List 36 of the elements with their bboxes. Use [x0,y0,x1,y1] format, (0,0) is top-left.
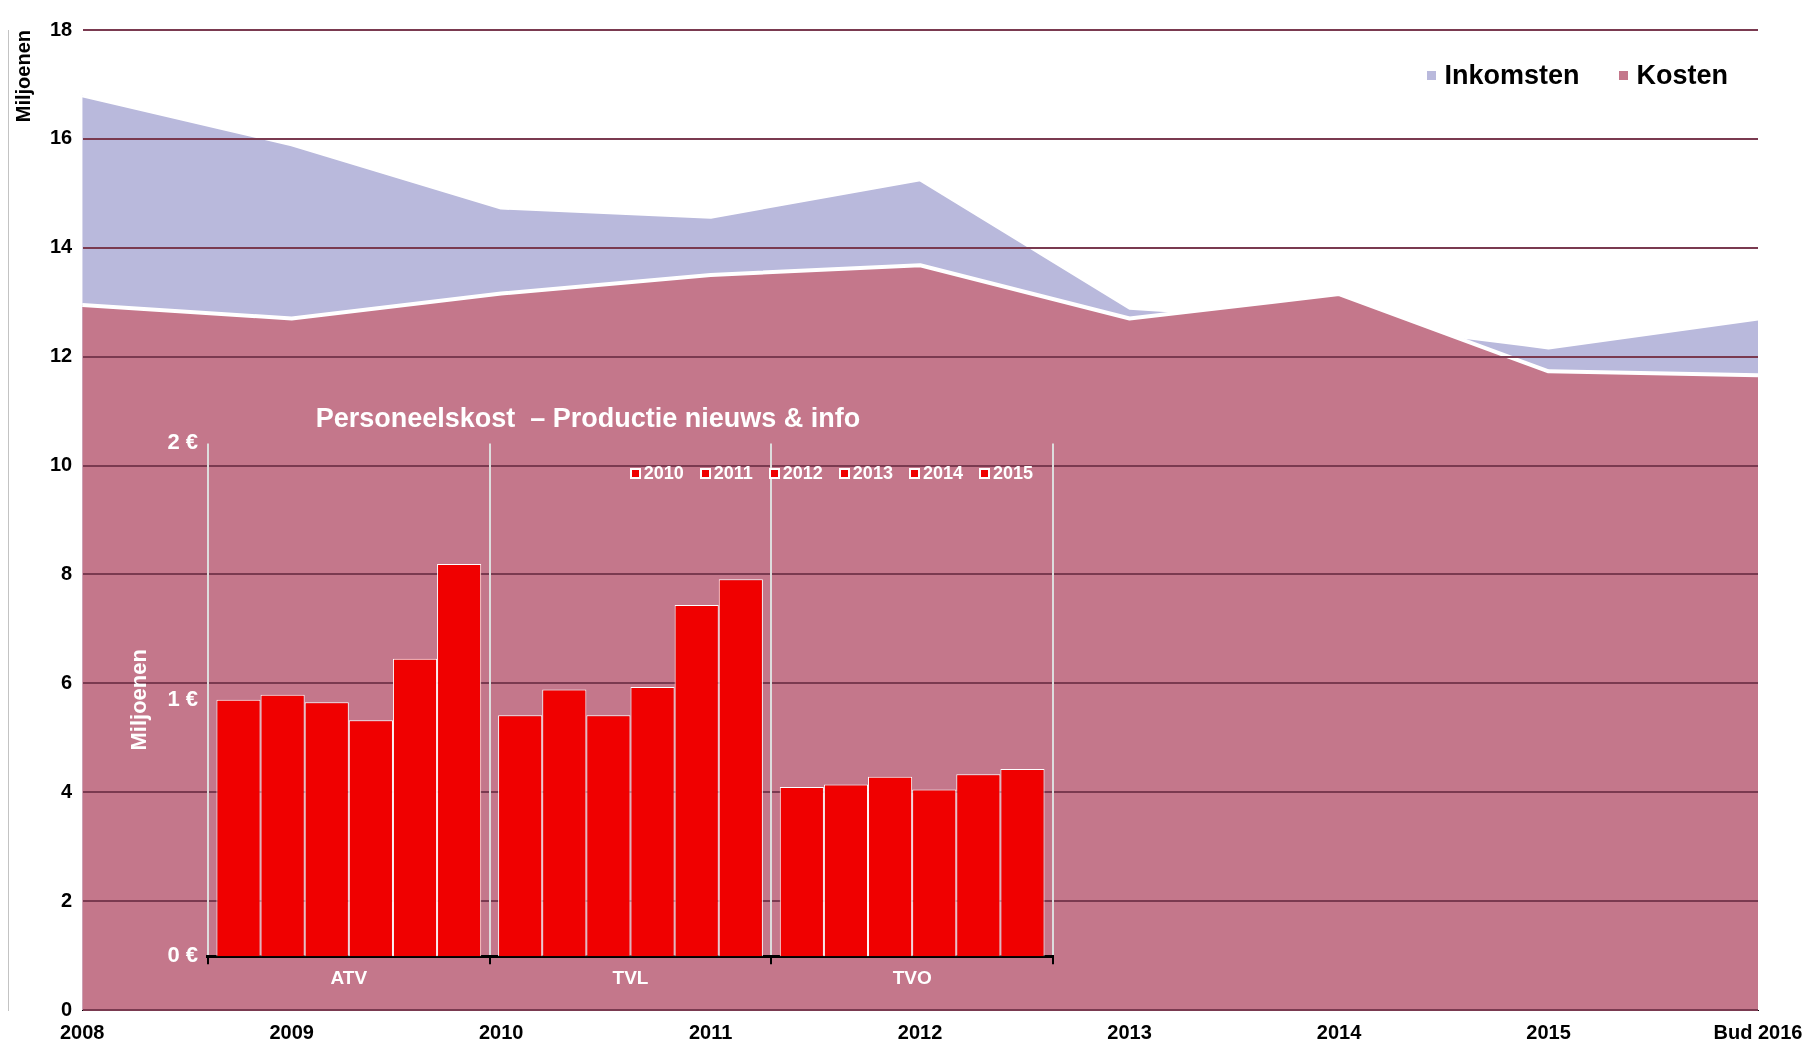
x-tick-label: Bud 2016 [1713,1020,1803,1043]
y-tick-label: 0 [61,997,73,1020]
legend-label: Kosten [1636,60,1728,91]
legend-label: 2015 [992,463,1033,485]
x-tick-label: 2012 [897,1020,943,1043]
y-tick-label: 4 [61,779,74,802]
x-tick-label: TVL [612,966,649,988]
y-tick-label: 2 [61,888,73,911]
legend-label: 2010 [643,463,684,485]
x-tick-label: 2015 [1526,1020,1571,1043]
y-axis-title: Miljoenen [11,30,34,123]
legend-label: 2013 [852,463,893,485]
y-tick-label: 1 € [167,685,198,711]
legend-label: 2014 [922,463,963,485]
x-tick-label: 2010 [478,1020,524,1043]
x-tick-label: 2011 [688,1020,733,1043]
y-tick-label: 12 [50,344,73,367]
y-tick-label: 0 € [167,942,198,968]
x-tick-label: 2008 [60,1020,105,1043]
x-tick-label: 2014 [1316,1020,1363,1043]
y-tick-label: 2 € [167,429,198,455]
legend-label: 2012 [782,463,823,485]
x-tick-label: TVO [892,966,932,988]
y-tick-label: 10 [50,453,73,476]
y-tick-label: 16 [50,126,73,149]
chart-title: Personeelskost – Productie nieuws & info [315,402,861,433]
y-tick-label: 18 [50,17,73,40]
y-axis-title: Miljoenen [126,649,152,751]
legend-label: 2011 [713,463,753,485]
legend-label: Inkomsten [1444,60,1580,91]
y-tick-label: 8 [61,561,73,584]
y-tick-label: 14 [50,235,74,258]
x-tick-label: ATV [330,966,368,988]
x-tick-label: 2013 [1107,1020,1152,1043]
y-tick-label: 6 [61,670,73,693]
x-tick-label: 2009 [269,1020,314,1043]
